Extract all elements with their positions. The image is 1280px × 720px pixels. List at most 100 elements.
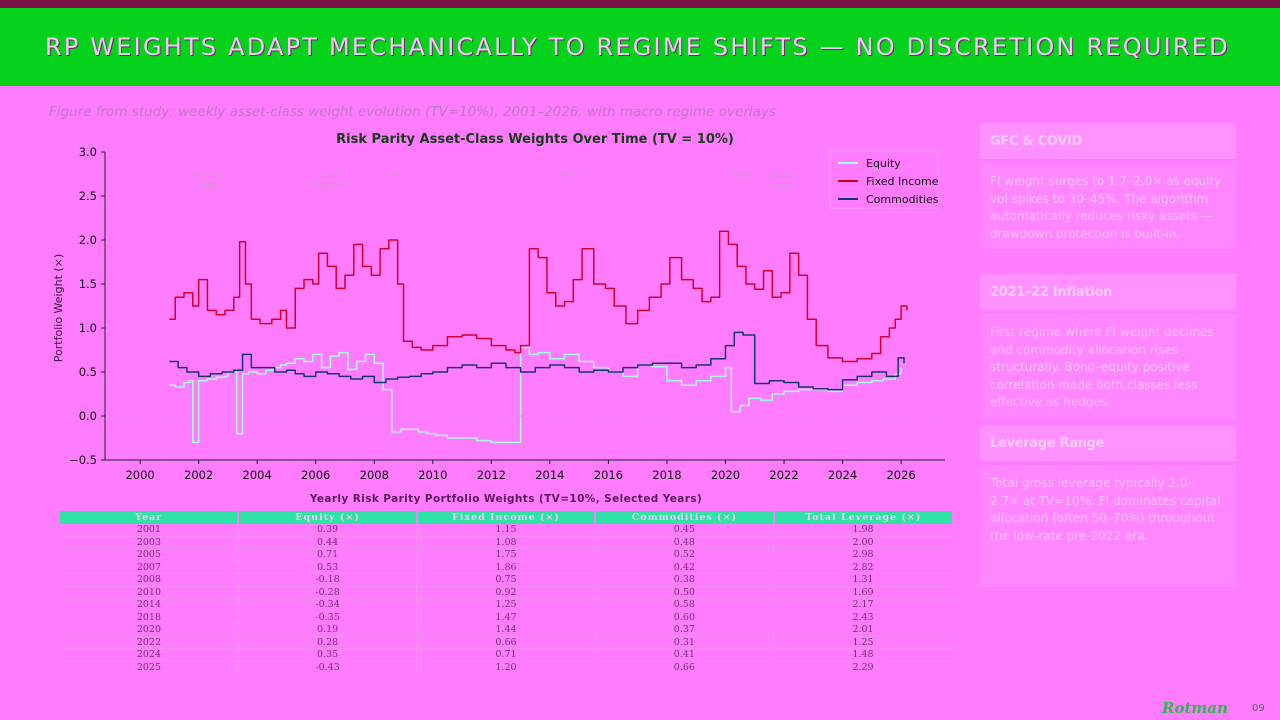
card-body: Total gross leverage typically 2.0–2.7× … — [980, 465, 1236, 587]
x-tick-label: 2018 — [652, 468, 681, 482]
y-tick-label: 1.0 — [79, 321, 97, 335]
x-tick-label: 2012 — [477, 468, 506, 482]
rotman-logo: Rotman — [1162, 699, 1228, 717]
table-cell: 0.38 — [594, 573, 774, 587]
x-tick-label: 2000 — [125, 468, 154, 482]
table-body: 2001 0.39 1.15 0.45 1.98 2003 0.44 1.08 0.48 2.00… — [60, 524, 952, 674]
table-column-header: Commodities (×) — [594, 511, 774, 524]
figure-caption: Figure from study: weekly asset-class we… — [49, 104, 776, 120]
table-cell: 0.48 — [594, 536, 774, 549]
table-cell: 0.37 — [594, 623, 774, 637]
table-cell: 2.43 — [773, 611, 952, 624]
table-cell: 0.39 — [237, 524, 417, 537]
table-cell: 0.52 — [594, 548, 774, 562]
slide-title: RP WEIGHTS ADAPT MECHANICALLY TO REGIME … — [45, 33, 1230, 61]
x-tick-label: 2026 — [886, 468, 915, 482]
table-cell: 1.20 — [416, 661, 596, 674]
y-tick-label: 0.0 — [79, 409, 97, 423]
table-cell: 1.86 — [416, 561, 596, 574]
table-row: 2001 0.39 1.15 0.45 1.98 — [60, 524, 952, 537]
table-cell: 2024 — [60, 648, 239, 662]
table-cell: 0.44 — [237, 536, 417, 549]
series-line-fixed-income — [169, 230, 908, 363]
table-cell: 0.92 — [416, 586, 596, 599]
y-tick-label: 2.5 — [79, 189, 97, 203]
legend-label: Equity — [866, 157, 901, 170]
legend-label: Commodities — [866, 193, 939, 206]
table-row: 2022 0.28 0.66 0.31 1.25 — [60, 636, 952, 649]
card-body: FI weight surges to 1.7–2.0× as equity v… — [980, 163, 1236, 249]
card-leverage: Leverage Range Total gross leverage typi… — [980, 425, 1236, 587]
table-cell: 2022 — [60, 636, 239, 649]
table-cell: 2014 — [60, 598, 239, 612]
table-cell: 2003 — [60, 536, 239, 549]
table-cell: 2010 — [60, 586, 239, 599]
chart-legend: Equity Fixed Income Commodities — [829, 149, 939, 209]
table-cell: 0.66 — [416, 636, 596, 649]
table-row: 2018 -0.35 1.47 0.60 2.43 — [60, 611, 952, 624]
table-cell: 0.71 — [416, 648, 596, 662]
table-cell: 2007 — [60, 561, 239, 574]
table-cell: 2.01 — [773, 623, 952, 637]
table-cell: 0.75 — [416, 573, 596, 587]
x-tick-label: 2010 — [418, 468, 447, 482]
table-row: 2024 0.35 0.71 0.41 1.48 — [60, 648, 952, 662]
table-cell: 1.25 — [773, 636, 952, 649]
table-row: 2025 -0.43 1.20 0.66 2.29 — [60, 661, 952, 674]
x-tick-label: 2014 — [535, 468, 564, 482]
table-cell: 0.50 — [594, 586, 774, 599]
y-tick-label: 3.0 — [79, 145, 97, 159]
table-header-row: Year Equity (×) Fixed Income (×) Commoditie… — [60, 511, 952, 524]
table-cell: 0.28 — [237, 636, 417, 649]
x-tick-label: 2016 — [594, 468, 623, 482]
table-row: 2010 -0.28 0.92 0.50 1.69 — [60, 586, 952, 599]
card-gfc-covid: GFC & COVID FI weight surges to 1.7–2.0×… — [980, 123, 1236, 249]
x-tick-label: 2002 — [184, 468, 213, 482]
table-cell: 0.66 — [594, 661, 774, 674]
table-title: Yearly Risk Parity Portfolio Weights (TV… — [309, 493, 703, 505]
table-cell: 2.17 — [773, 598, 952, 612]
y-tick-label: −0.5 — [69, 453, 97, 467]
series-line-equity — [169, 346, 902, 444]
table-cell: 0.45 — [594, 524, 774, 537]
table-column-header: Year — [60, 511, 239, 524]
table-column-header: Total Leverage (×) — [772, 511, 952, 524]
chart-title: Risk Parity Asset-Class Weights Over Tim… — [336, 132, 734, 147]
table-cell: 1.75 — [416, 548, 596, 562]
table-cell: 1.47 — [416, 611, 596, 624]
card-title: 2021–22 Inflation — [980, 274, 1236, 310]
table-cell: 0.35 — [237, 648, 417, 662]
top-accent-strip — [0, 0, 1280, 8]
table-row: 2020 0.19 1.44 0.37 2.01 — [60, 623, 952, 637]
y-axis-label: Portfolio Weight (×) — [52, 254, 65, 362]
regime-label: Dot-Com Crash — [191, 171, 224, 189]
table-cell: -0.34 — [237, 598, 417, 612]
table-row: 2003 0.44 1.08 0.48 2.00 — [60, 536, 952, 549]
table-cell: -0.18 — [237, 573, 417, 587]
table-cell: 1.69 — [773, 586, 952, 599]
weights-table: Year Equity (×) Fixed Income (×) Commoditie… — [60, 511, 952, 674]
table-cell: 0.53 — [237, 561, 417, 574]
regime-label: COVID — [728, 171, 752, 180]
y-tick-label: 1.5 — [79, 277, 97, 291]
table-column-header: Fixed Income (×) — [415, 511, 596, 524]
table-cell: 0.71 — [237, 548, 417, 562]
legend-label: Fixed Income — [866, 175, 939, 188]
table-cell: 2.82 — [773, 561, 952, 574]
table-cell: 2025 — [60, 661, 239, 674]
regime-label: Credit Expansion — [311, 171, 350, 189]
x-tick-label: 2006 — [301, 468, 330, 482]
table-cell: 2001 — [60, 524, 239, 537]
table-cell: 2018 — [60, 611, 239, 624]
table-cell: 0.41 — [594, 648, 774, 662]
table-cell: -0.35 — [237, 611, 417, 624]
x-tick-label: 2022 — [769, 468, 798, 482]
table-cell: 0.31 — [594, 636, 774, 649]
regime-label: QE Era — [558, 171, 584, 180]
table-cell: -0.43 — [237, 661, 417, 674]
card-inflation: 2021–22 Inflation First regime where FI … — [980, 274, 1236, 420]
y-tick-label: 2.0 — [79, 233, 97, 247]
weights-line-chart: Risk Parity Asset-Class Weights Over Tim… — [52, 132, 945, 482]
table-cell: 2.00 — [773, 536, 952, 549]
table-cell: 2005 — [60, 548, 239, 562]
